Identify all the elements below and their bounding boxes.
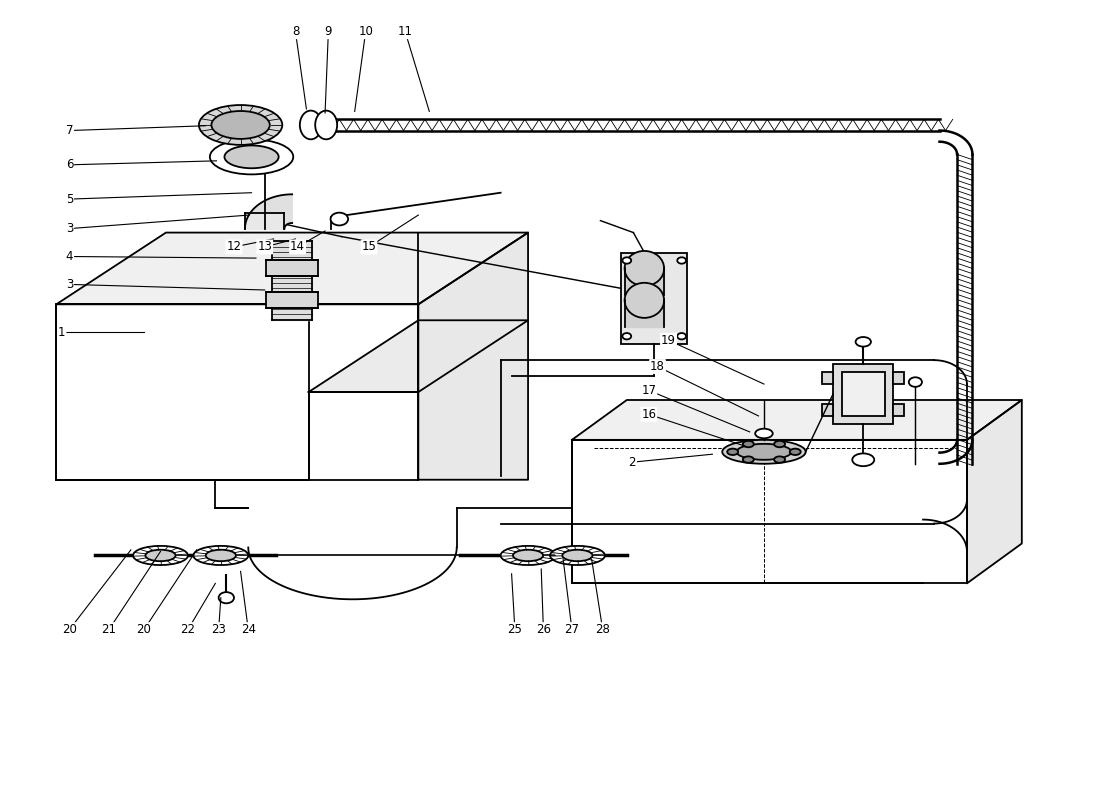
Ellipse shape bbox=[756, 429, 772, 438]
Ellipse shape bbox=[206, 550, 235, 561]
Ellipse shape bbox=[737, 444, 791, 460]
Text: 9: 9 bbox=[324, 25, 332, 38]
Ellipse shape bbox=[678, 258, 686, 264]
Text: 20: 20 bbox=[136, 623, 152, 636]
Text: eurospares: eurospares bbox=[187, 331, 364, 389]
Ellipse shape bbox=[723, 440, 805, 464]
Bar bbox=[266, 292, 319, 308]
Bar bbox=[266, 261, 319, 277]
Text: 4: 4 bbox=[66, 250, 74, 263]
Text: 5: 5 bbox=[66, 193, 73, 206]
Text: 11: 11 bbox=[398, 25, 412, 38]
Polygon shape bbox=[56, 233, 528, 304]
Bar bbox=[842, 372, 884, 416]
Text: 17: 17 bbox=[641, 384, 657, 397]
Bar bbox=[893, 404, 904, 416]
Text: 14: 14 bbox=[290, 241, 305, 254]
Polygon shape bbox=[418, 233, 528, 480]
Polygon shape bbox=[572, 400, 1022, 440]
Ellipse shape bbox=[145, 550, 176, 561]
Polygon shape bbox=[245, 194, 293, 229]
Text: 7: 7 bbox=[66, 124, 74, 137]
Text: 18: 18 bbox=[650, 360, 666, 373]
Text: 27: 27 bbox=[564, 623, 580, 636]
Polygon shape bbox=[56, 304, 418, 480]
Ellipse shape bbox=[742, 441, 754, 447]
Bar bbox=[833, 364, 893, 424]
Ellipse shape bbox=[727, 449, 738, 455]
Ellipse shape bbox=[211, 111, 270, 139]
Ellipse shape bbox=[625, 283, 664, 318]
Ellipse shape bbox=[623, 258, 631, 264]
Ellipse shape bbox=[625, 251, 664, 286]
Ellipse shape bbox=[909, 378, 922, 387]
Polygon shape bbox=[625, 269, 664, 294]
Text: 16: 16 bbox=[641, 408, 657, 421]
Ellipse shape bbox=[790, 449, 801, 455]
Text: 19: 19 bbox=[661, 334, 676, 346]
Polygon shape bbox=[245, 213, 285, 229]
Bar bbox=[822, 372, 833, 384]
Text: 8: 8 bbox=[292, 25, 299, 38]
Ellipse shape bbox=[742, 456, 754, 462]
Bar bbox=[621, 253, 688, 344]
Ellipse shape bbox=[856, 337, 871, 346]
Text: 26: 26 bbox=[536, 623, 551, 636]
Ellipse shape bbox=[678, 333, 686, 339]
Polygon shape bbox=[625, 300, 664, 326]
Polygon shape bbox=[249, 508, 456, 599]
Ellipse shape bbox=[562, 550, 593, 561]
Ellipse shape bbox=[194, 546, 249, 565]
Ellipse shape bbox=[133, 546, 188, 565]
Ellipse shape bbox=[224, 146, 278, 168]
Ellipse shape bbox=[774, 441, 785, 447]
Text: 1: 1 bbox=[58, 326, 66, 338]
Text: 2: 2 bbox=[628, 456, 636, 469]
Bar bbox=[893, 372, 904, 384]
Text: 28: 28 bbox=[595, 623, 610, 636]
Text: 21: 21 bbox=[101, 623, 117, 636]
Text: 20: 20 bbox=[62, 623, 77, 636]
Text: 3: 3 bbox=[66, 222, 73, 235]
Bar bbox=[822, 404, 833, 416]
Ellipse shape bbox=[852, 454, 874, 466]
Ellipse shape bbox=[300, 110, 322, 139]
Ellipse shape bbox=[774, 456, 785, 462]
Text: eurospares: eurospares bbox=[659, 466, 836, 525]
Ellipse shape bbox=[623, 333, 631, 339]
Ellipse shape bbox=[500, 546, 556, 565]
Text: 6: 6 bbox=[66, 158, 74, 171]
Polygon shape bbox=[309, 320, 528, 392]
Polygon shape bbox=[967, 400, 1022, 583]
Text: 15: 15 bbox=[362, 241, 376, 254]
Ellipse shape bbox=[513, 550, 543, 561]
Text: 13: 13 bbox=[257, 241, 272, 254]
Text: 12: 12 bbox=[227, 241, 242, 254]
Text: 25: 25 bbox=[507, 623, 522, 636]
Ellipse shape bbox=[210, 139, 294, 174]
Ellipse shape bbox=[316, 110, 337, 139]
Ellipse shape bbox=[550, 546, 605, 565]
Text: 23: 23 bbox=[211, 623, 227, 636]
Polygon shape bbox=[572, 440, 967, 583]
Text: 22: 22 bbox=[180, 623, 196, 636]
Text: 24: 24 bbox=[241, 623, 256, 636]
Ellipse shape bbox=[199, 105, 283, 145]
Polygon shape bbox=[572, 440, 967, 583]
Text: 10: 10 bbox=[359, 25, 373, 38]
Ellipse shape bbox=[219, 592, 234, 603]
Text: 3: 3 bbox=[66, 278, 73, 291]
Ellipse shape bbox=[331, 213, 348, 226]
Polygon shape bbox=[273, 241, 312, 320]
